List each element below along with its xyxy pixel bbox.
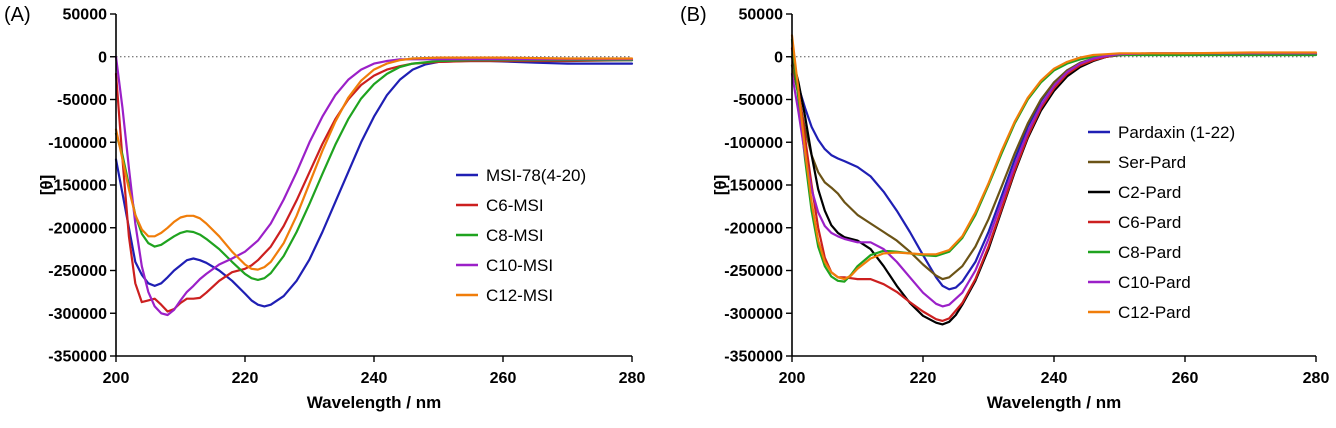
x-tick-label: 200 <box>103 370 130 387</box>
y-tick-label: 0 <box>98 49 107 66</box>
legend-label: C2-Pard <box>1118 183 1181 202</box>
series-line-c12-pard <box>790 34 1318 281</box>
panel-label: (B) <box>680 4 707 26</box>
legend-label: C12-Pard <box>1118 303 1191 322</box>
y-axis-title: [θ] <box>37 175 56 196</box>
legend-label: C8-MSI <box>486 226 544 245</box>
series-line-c8-pard <box>790 38 1318 283</box>
legend-label: Pardaxin (1-22) <box>1118 123 1235 142</box>
chart-panel-b: (B) 50000 0 -50000 -100000 -150000 -200000 -250… <box>680 4 1329 412</box>
series-line-c12-msi <box>114 56 634 271</box>
y-tick-label: -200000 <box>48 220 107 237</box>
x-tick-label: 240 <box>1041 370 1068 387</box>
x-tick-label: 220 <box>910 370 937 387</box>
x-axis-title: Wavelength / nm <box>307 393 441 412</box>
legend-label: C10-MSI <box>486 256 553 275</box>
y-tick-label: -300000 <box>724 306 783 323</box>
legend-label: C6-Pard <box>1118 213 1181 232</box>
legend-label: MSI-78(4-20) <box>486 166 586 185</box>
series-line-c10-msi <box>114 55 634 317</box>
x-tick-label: 200 <box>779 370 806 387</box>
y-tick-label: -250000 <box>48 263 107 280</box>
y-axis-title: [θ] <box>711 175 730 196</box>
y-tick-label: 50000 <box>739 7 784 24</box>
y-tick-label: -100000 <box>48 135 107 152</box>
y-tick-label: -350000 <box>48 349 107 366</box>
y-tick-label: -350000 <box>724 349 783 366</box>
y-tick-label: -100000 <box>724 135 783 152</box>
series-line-c8-msi <box>114 59 634 281</box>
y-tick-label: -150000 <box>724 178 783 195</box>
y-tick-label: -200000 <box>724 220 783 237</box>
y-tick-label: -300000 <box>48 306 107 323</box>
x-tick-label: 260 <box>490 370 517 387</box>
x-tick-label: 280 <box>1303 370 1330 387</box>
series-line-c2-pard <box>790 53 1318 326</box>
x-tick-label: 220 <box>232 370 259 387</box>
y-tick-label: -50000 <box>57 92 107 109</box>
legend-label: C8-Pard <box>1118 243 1181 262</box>
legend-label: C12-MSI <box>486 286 553 305</box>
y-tick-label: -250000 <box>724 263 783 280</box>
legend-label: Ser-Pard <box>1118 153 1186 172</box>
panel-label: (A) <box>4 4 31 26</box>
series-line-c6-pard <box>790 47 1318 322</box>
legend: MSI-78(4-20) C6-MSI C8-MSI C10-MSI C12-MSI <box>456 166 586 305</box>
y-tick-label: 50000 <box>63 7 108 24</box>
y-tick-label: 0 <box>774 49 783 66</box>
x-axis-title: Wavelength / nm <box>987 393 1121 412</box>
chart-panel-a: (A) 50000 0 -50000 -100000 -150000 -200000 -250… <box>4 4 645 412</box>
x-tick-label: 280 <box>619 370 646 387</box>
y-tick-label: -150000 <box>48 178 107 195</box>
x-tick-label: 260 <box>1172 370 1199 387</box>
series-line-c6-msi <box>114 59 634 313</box>
y-tick-label: -50000 <box>733 92 783 109</box>
series-line-c10-pard <box>790 52 1318 308</box>
legend-label: C6-MSI <box>486 196 544 215</box>
legend-label: C10-Pard <box>1118 273 1191 292</box>
x-tick-label: 240 <box>361 370 388 387</box>
legend: Pardaxin (1-22) Ser-Pard C2-Pard C6-Pard C8-… <box>1088 123 1235 322</box>
